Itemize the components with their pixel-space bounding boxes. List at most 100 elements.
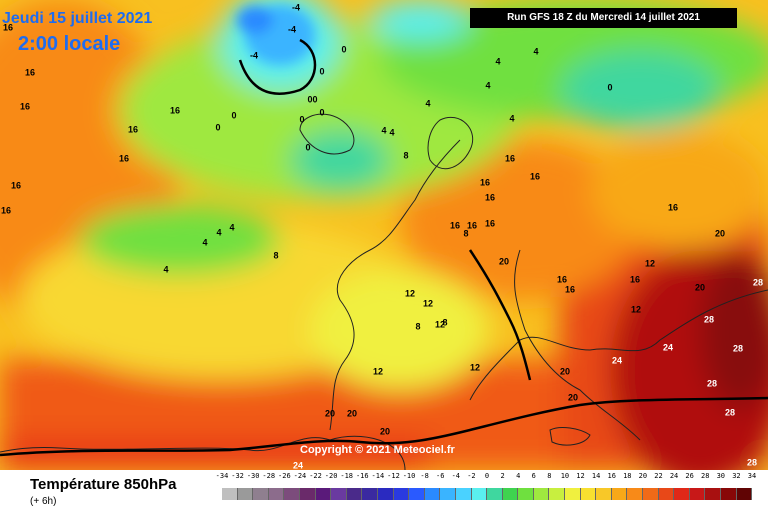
temperature-value-label: 16: [480, 177, 490, 187]
temperature-value-label: 8: [403, 150, 408, 160]
temperature-value-label: 16: [505, 153, 515, 163]
legend-label: 12: [576, 472, 585, 480]
temperature-value-label: 28: [747, 457, 757, 467]
legend-label: -34: [215, 472, 229, 480]
temperature-value-label: 28: [733, 343, 743, 353]
legend-label: -24: [293, 472, 307, 480]
temperature-value-label: 20: [695, 282, 705, 292]
temperature-value-label: 4: [509, 113, 514, 123]
legend-label: -26: [278, 472, 291, 480]
temperature-value-label: 16: [630, 274, 640, 284]
temperature-value-label: 16: [25, 67, 35, 77]
legend-swatch: [611, 488, 628, 500]
legend-label: 14: [591, 472, 601, 480]
legend-swatch: [331, 488, 347, 500]
legend-label: -28: [262, 472, 276, 480]
footer: Température 850hPa (+ 6h) -34 -32 -30 -28 -2…: [0, 470, 768, 512]
temperature-value-label: 12: [423, 298, 433, 308]
temperature-value-label: 16: [565, 284, 575, 294]
legend-labels: -34 -32 -30 -28 -26 -24 -22 -20 -18 -16 -14 -12 -10-…: [216, 472, 757, 484]
legend-label: -10: [402, 472, 416, 480]
temperature-value-label: 16: [119, 153, 129, 163]
temperature-value-label: 16: [1, 205, 11, 215]
legend-label: 2: [500, 472, 505, 480]
temperature-value-label: 16: [557, 274, 567, 284]
temperature-value-label: 16: [3, 22, 13, 32]
temperature-value-label: 0: [299, 114, 304, 124]
legend-swatch: [721, 488, 737, 500]
temperature-value-label: 0: [307, 94, 312, 104]
temperature-value-label: 4: [163, 264, 168, 274]
legend-swatch: [268, 488, 285, 500]
variable-title: Température 850hPa: [30, 476, 177, 493]
temperature-value-label: 16: [485, 218, 495, 228]
temperature-value-label: 20: [380, 426, 390, 436]
legend-swatch: [237, 488, 254, 500]
temperature-value-label: 0: [305, 142, 310, 152]
legend-swatch: [487, 488, 503, 500]
legend-swatch: [580, 488, 597, 500]
temperature-value-label: 20: [499, 256, 509, 266]
legend-swatch: [284, 488, 300, 500]
temperature-value-label: 16: [128, 124, 138, 134]
temperature-value-label: 0: [319, 107, 324, 117]
legend-swatch: [346, 488, 363, 500]
temperature-value-label: 4: [485, 80, 490, 90]
legend-label: -30: [246, 472, 260, 480]
temperature-value-label: 16: [530, 171, 540, 181]
legend-label: -18: [340, 472, 354, 480]
legend-swatch: [689, 488, 706, 500]
legend-label: -6: [436, 472, 445, 480]
temperature-value-label: 16: [450, 220, 460, 230]
temperature-value-label: 16: [11, 180, 21, 190]
temperature-value-label: -4: [250, 50, 258, 60]
temperature-value-label: 28: [725, 407, 735, 417]
legend-swatch: [565, 488, 581, 500]
legend-label: 8: [547, 472, 552, 480]
temperature-value-label: 16: [20, 101, 30, 111]
legend-swatch: [549, 488, 566, 500]
run-info: Run GFS 18 Z du Mercredi 14 juillet 2021: [470, 8, 737, 28]
temperature-value-label: 12: [405, 288, 415, 298]
temperature-value-label: 20: [560, 366, 570, 376]
temperature-value-label: 4: [216, 227, 221, 237]
legend-label: 34: [747, 472, 757, 480]
temperature-value-label: 0: [215, 122, 220, 132]
legend-swatch: [299, 488, 316, 500]
temperature-value-label: 4: [389, 127, 394, 137]
temperature-value-label: 20: [568, 392, 578, 402]
temperature-value-label: 4: [381, 125, 386, 135]
temperature-map: 16 16 16 16 16 16 16 16 16 16 16 16 16 16 16 16 16 16 16 20…: [0, 0, 768, 470]
legend-swatch: [362, 488, 378, 500]
legend-swatch: [409, 488, 425, 500]
temperature-value-label: 28: [753, 277, 763, 287]
legend-swatch: [643, 488, 659, 500]
temperature-value-label: 8: [415, 321, 420, 331]
temperature-value-label: 12: [435, 319, 445, 329]
temperature-value-label: 12: [645, 258, 655, 268]
legend-swatch: [627, 488, 644, 500]
forecast-offset: (+ 6h): [30, 496, 57, 507]
forecast-date: Jeudi 15 juillet 2021: [2, 10, 153, 27]
legend-label: 10: [560, 472, 570, 480]
legend-label: 18: [623, 472, 632, 480]
temperature-value-label: 28: [707, 378, 717, 388]
temperature-value-label: 12: [631, 304, 641, 314]
legend-swatch: [424, 488, 441, 500]
legend-swatch: [471, 488, 488, 500]
temperature-value-label: 12: [373, 366, 383, 376]
temperature-value-label: 20: [715, 228, 725, 238]
legend-label: 26: [685, 472, 694, 480]
temperature-value-label: -4: [292, 2, 300, 12]
legend-label: -12: [387, 472, 400, 480]
color-legend: -34 -32 -30 -28 -26 -24 -22 -20 -18 -16 -14 -12 -10-…: [216, 472, 757, 510]
legend-label: 0: [484, 472, 490, 480]
legend-swatch: [596, 488, 612, 500]
temperature-value-label: 4: [533, 46, 538, 56]
legend-label: 22: [654, 472, 663, 480]
temperature-value-label: 16: [170, 105, 180, 115]
temperature-value-label: 28: [704, 314, 714, 324]
legend-swatch: [674, 488, 690, 500]
temperature-value-label: 20: [347, 408, 357, 418]
legend-swatch: [502, 488, 519, 500]
